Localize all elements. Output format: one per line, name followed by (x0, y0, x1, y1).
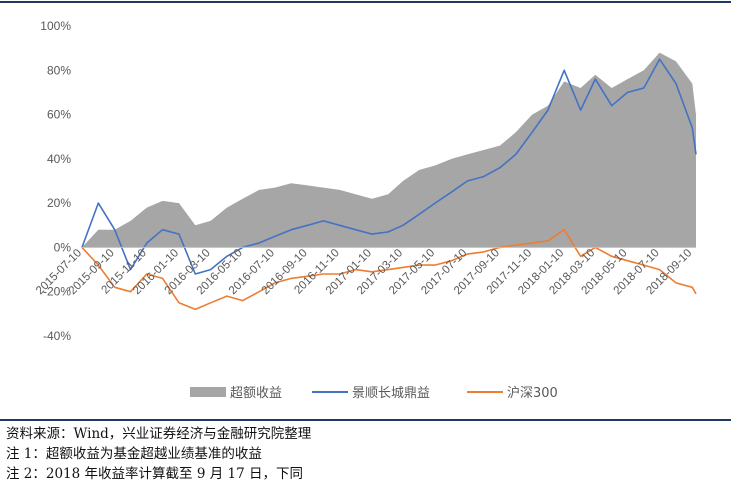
series-line-2 (81, 228, 697, 311)
series-line-1 (81, 58, 697, 275)
y-tick-label: 80% (47, 63, 71, 77)
line-layer (81, 58, 697, 311)
area-layer (82, 52, 696, 248)
chart: -40%-20%0%20%40%60%80%100%2015-07-102015… (34, 19, 697, 401)
bottom-border (0, 419, 731, 421)
top-border (0, 1, 731, 3)
legend-label: 超额收益 (230, 386, 282, 401)
y-tick-label: 0% (54, 240, 72, 254)
legend-label: 沪深300 (507, 385, 558, 401)
legend-label: 景顺长城鼎益 (352, 386, 430, 401)
y-tick-label: 60% (47, 108, 71, 122)
y-tick-label: 100% (40, 19, 71, 33)
y-tick-label: -40% (43, 329, 71, 343)
series-area-excess-return (82, 52, 696, 248)
note-1: 注 1：超额收益为基金超越业绩基准的收益 (6, 446, 262, 462)
note-2: 注 2：2018 年收益率计算截至 9 月 17 日，下同 (6, 466, 303, 482)
footnotes: 资料来源：Wind，兴业证券经济与金融研究院整理 注 1：超额收益为基金超越业绩… (6, 424, 726, 484)
source-note: 资料来源：Wind，兴业证券经济与金融研究院整理 (6, 426, 312, 442)
y-tick-label: -20% (43, 285, 71, 299)
y-tick-label: 40% (47, 152, 71, 166)
legend-swatch-excess (190, 387, 226, 397)
legend: 超额收益 景顺长城鼎益 沪深300 (190, 385, 558, 401)
y-tick-label: 20% (47, 196, 71, 210)
